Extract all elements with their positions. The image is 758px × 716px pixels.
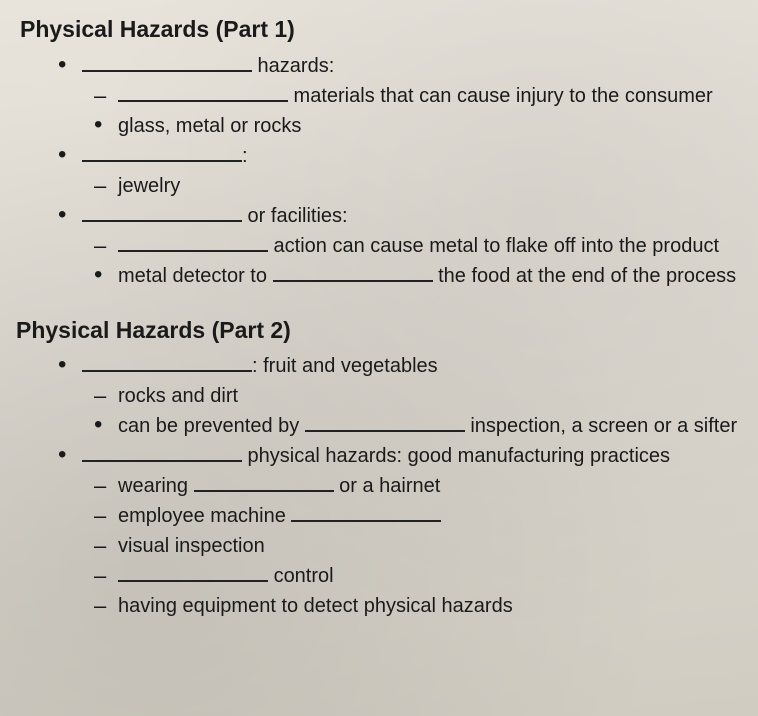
- blank-line[interactable]: [291, 501, 441, 522]
- p1-b-sub-jewelry: jewelry: [118, 171, 738, 201]
- p2-b-sub-wearing: wearing or a hairnet: [118, 471, 738, 501]
- p2-b-sub-control: control: [118, 561, 738, 591]
- p2-b-sub-visual: visual inspection: [118, 531, 738, 561]
- text-wearing-prefix: wearing: [118, 475, 194, 497]
- text-hazards-suffix: hazards:: [252, 55, 334, 77]
- text-jewelry: jewelry: [118, 175, 180, 197]
- text-employee-prefix: employee machine: [118, 505, 291, 527]
- text-prevent-suffix: inspection, a screen or a sifter: [465, 415, 737, 437]
- p1-item-facilities: or facilities: action can cause metal to…: [82, 201, 738, 291]
- text-fruit-veg: : fruit and vegetables: [252, 355, 438, 377]
- text-action-flake: action can cause metal to flake off into…: [268, 235, 719, 257]
- blank-line[interactable]: [305, 411, 465, 432]
- part2-list: : fruit and vegetables rocks and dirt ca…: [20, 351, 738, 621]
- text-visual-inspection: visual inspection: [118, 535, 265, 557]
- p1-item-hazards: hazards: materials that can cause injury…: [82, 51, 738, 141]
- blank-line[interactable]: [273, 261, 433, 282]
- blank-line[interactable]: [82, 51, 252, 72]
- blank-line[interactable]: [82, 201, 242, 222]
- p2-item-gmp: physical hazards: good manufacturing pra…: [82, 441, 738, 621]
- text-gmp: physical hazards: good manufacturing pra…: [242, 445, 670, 467]
- p2-b-sub-employee: employee machine: [118, 501, 738, 531]
- text-materials: materials that can cause injury to the c…: [288, 85, 713, 107]
- p1-a-sub-materials: materials that can cause injury to the c…: [118, 81, 738, 111]
- p2-a-sub-rocks: rocks and dirt: [118, 381, 738, 411]
- text-rocks-dirt: rocks and dirt: [118, 385, 238, 407]
- text-prevent-prefix: can be prevented by: [118, 415, 305, 437]
- blank-line[interactable]: [82, 351, 252, 372]
- p2-a-sub-prevent: can be prevented by inspection, a screen…: [118, 411, 738, 441]
- text-or-facilities: or facilities:: [242, 205, 348, 227]
- p1-a-sub-glass: glass, metal or rocks: [118, 111, 738, 141]
- text-wearing-suffix: or a hairnet: [334, 475, 441, 497]
- section-heading-part1: Physical Hazards (Part 1): [20, 12, 738, 47]
- text-detector-suffix: the food at the end of the process: [433, 265, 737, 287]
- text-detector-prefix: metal detector to: [118, 265, 273, 287]
- p1-c-sub-action: action can cause metal to flake off into…: [118, 231, 738, 261]
- blank-line[interactable]: [118, 231, 268, 252]
- blank-line[interactable]: [118, 561, 268, 582]
- p2-item-fruitveg: : fruit and vegetables rocks and dirt ca…: [82, 351, 738, 441]
- blank-line[interactable]: [118, 81, 288, 102]
- section-heading-part2: Physical Hazards (Part 2): [16, 313, 738, 348]
- blank-line[interactable]: [194, 471, 334, 492]
- text-glass-metal-rocks: glass, metal or rocks: [118, 115, 301, 137]
- p1-c-sub-detector: metal detector to the food at the end of…: [118, 261, 738, 291]
- p1-item-blankcolon: : jewelry: [82, 141, 738, 201]
- p2-b-sub-equipment: having equipment to detect physical haza…: [118, 591, 738, 621]
- part1-list: hazards: materials that can cause injury…: [20, 51, 738, 291]
- blank-line[interactable]: [82, 141, 242, 162]
- text-control-word: control: [274, 565, 334, 587]
- blank-line[interactable]: [82, 441, 242, 462]
- text-equipment: having equipment to detect physical haza…: [118, 595, 513, 617]
- text-colon: :: [242, 145, 248, 167]
- worksheet-content: { "part1": { "heading": "Physical Hazard…: [20, 12, 738, 621]
